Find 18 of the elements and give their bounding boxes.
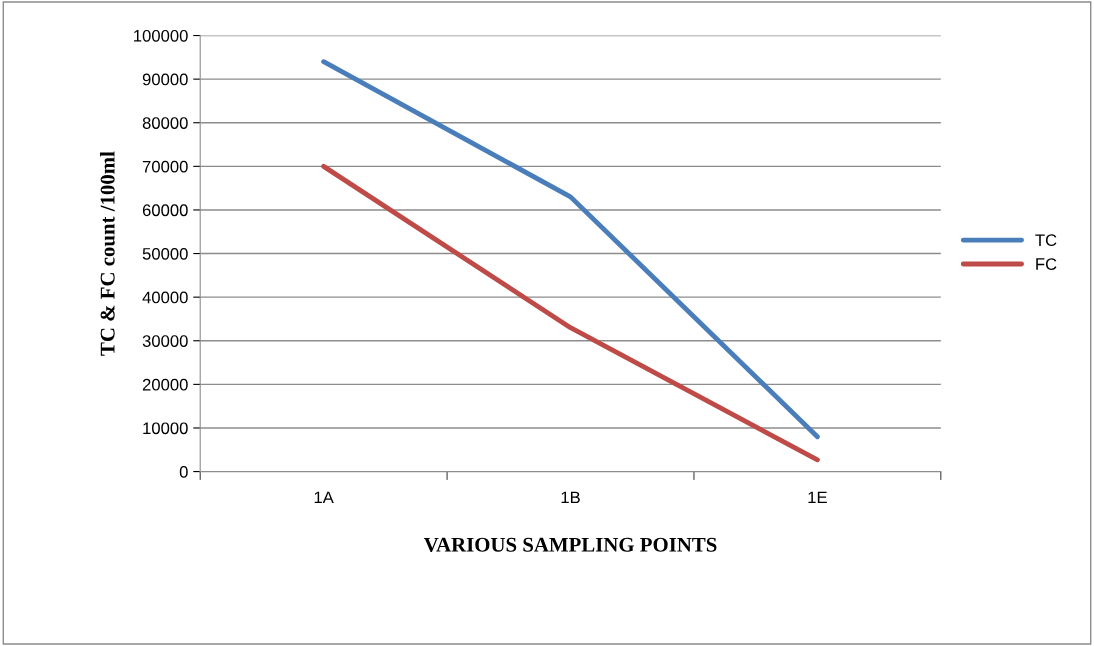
y-tick-label: 80000 — [142, 117, 188, 129]
y-tick-label: 50000 — [142, 247, 188, 260]
y-tick-label: 70000 — [142, 160, 188, 173]
x-tick-label: 1A — [314, 491, 334, 504]
y-tick-label: 10000 — [143, 422, 188, 435]
legend-label: TC — [1035, 234, 1057, 247]
y-tick-label: 100000 — [134, 29, 188, 42]
x-axis-title: VARIOUS SAMPLING POINTS — [423, 537, 717, 552]
y-tick-label: 30000 — [142, 335, 188, 347]
y-tick-label: 90000 — [142, 73, 188, 86]
y-tick-label: 0 — [179, 465, 188, 478]
y-axis-title: TC & FC count /100ml — [100, 151, 115, 356]
y-tick-label: 60000 — [142, 204, 188, 217]
x-tick-label: 1E — [808, 491, 827, 504]
y-tick-label: 20000 — [142, 378, 188, 391]
legend-label: FC — [1036, 258, 1057, 270]
x-tick-label: 1B — [561, 491, 580, 504]
y-tick-label: 40000 — [142, 291, 188, 304]
